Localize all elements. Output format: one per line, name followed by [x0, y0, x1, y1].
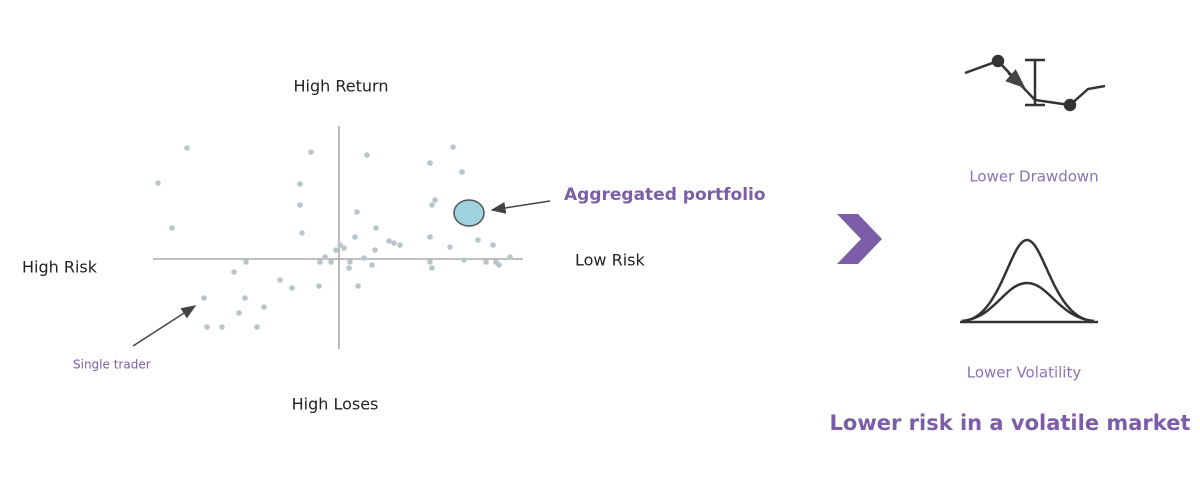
trader-dot: [299, 230, 305, 236]
trader-dot: [169, 225, 175, 231]
trader-dot: [429, 202, 435, 208]
trader-dot: [328, 259, 334, 265]
trader-dot: [236, 310, 242, 316]
chevron: [837, 214, 882, 264]
trader-dot: [204, 324, 210, 330]
right-label: Low Risk: [575, 251, 645, 270]
trader-dot: [322, 254, 328, 260]
trader-dot: [459, 169, 465, 175]
trader-dot: [496, 262, 502, 268]
trader-dot: [347, 259, 353, 265]
trader-dots: [155, 144, 513, 330]
headline: Lower risk in a volatile market: [830, 411, 1191, 435]
trader-label: Single trader: [73, 358, 151, 372]
drawdown-icon: [964, 54, 1106, 112]
trader-dot: [373, 225, 379, 231]
portfolio-marker: [453, 199, 485, 227]
trader-dot: [308, 149, 314, 155]
trader-dot: [201, 295, 207, 301]
volatility-label: Lower Volatility: [967, 364, 1082, 382]
trader-dot: [450, 144, 456, 150]
trader-dot: [427, 234, 433, 240]
trader-dot: [277, 277, 283, 283]
trader-dot: [483, 259, 489, 265]
trader-dot: [352, 234, 358, 240]
trader-dot: [427, 160, 433, 166]
trader-dot: [289, 285, 295, 291]
left-label: High Risk: [22, 258, 98, 277]
bottom-label: High Loses: [292, 395, 379, 414]
trader-dot: [337, 242, 343, 248]
trader-dot: [461, 257, 467, 263]
trader-dot: [316, 283, 322, 289]
trader-dot: [432, 197, 438, 203]
trader-dot: [254, 324, 260, 330]
trader-dot: [231, 269, 237, 275]
trader-dot: [490, 242, 496, 248]
trader-dot: [386, 238, 392, 244]
trader-dot: [369, 262, 375, 268]
trader-dot: [397, 242, 403, 248]
trader-dot: [354, 209, 360, 215]
trader-dot: [427, 259, 433, 265]
drawdown-label: Lower Drawdown: [969, 168, 1098, 186]
trader-dot: [297, 181, 303, 187]
trader-dot: [242, 295, 248, 301]
portfolio-arrow: [490, 200, 551, 214]
portfolio-label: Aggregated portfolio: [564, 185, 766, 205]
trader-dot: [391, 240, 397, 246]
trader-dot: [333, 247, 339, 253]
trader-dot: [361, 255, 367, 261]
trader-dot: [447, 244, 453, 250]
trader-dot: [243, 259, 249, 265]
trader-dot: [429, 265, 435, 271]
trader-dot: [364, 152, 370, 158]
trader-dot: [475, 237, 481, 243]
trader-dot: [346, 265, 352, 271]
scatter-axes: [153, 126, 523, 349]
trader-dot: [507, 254, 513, 260]
trader-dot: [372, 247, 378, 253]
trader-dot: [184, 145, 190, 151]
trader-dot: [355, 283, 361, 289]
trader-dot: [317, 259, 323, 265]
trader-dot: [297, 202, 303, 208]
trader-dot: [261, 304, 267, 310]
trader-arrow: [132, 305, 197, 347]
trader-dot: [155, 180, 161, 186]
trader-dot: [219, 324, 225, 330]
top-label: High Return: [294, 77, 389, 96]
trader-dot: [341, 245, 347, 251]
volatility-icon: [960, 238, 1098, 324]
